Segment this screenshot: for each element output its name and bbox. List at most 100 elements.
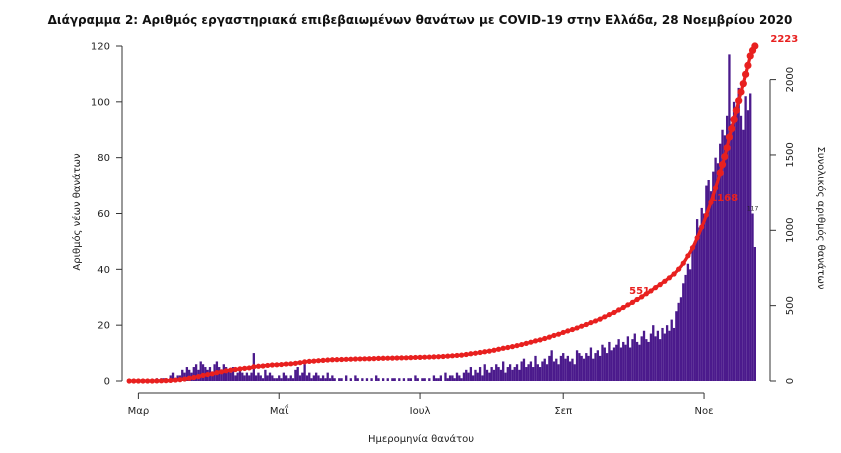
bar	[504, 372, 507, 382]
cumulative-point	[135, 378, 141, 384]
cumulative-point	[265, 362, 271, 369]
bar	[538, 367, 542, 381]
bar	[647, 341, 650, 381]
bar	[317, 375, 320, 381]
y-tick-right-label: 0	[785, 378, 796, 384]
cumulative-point	[739, 80, 747, 88]
bar	[677, 302, 680, 381]
cumulative-point	[565, 328, 571, 334]
cumulative-point	[556, 331, 562, 337]
cumulative-point	[163, 378, 169, 384]
bar	[370, 378, 373, 381]
bar	[693, 241, 696, 381]
cumulative-point	[509, 344, 516, 350]
bar	[365, 378, 369, 381]
bar	[615, 344, 618, 381]
cumulative-point	[186, 375, 192, 381]
bar	[508, 364, 512, 381]
bar	[234, 375, 237, 381]
bar	[642, 330, 646, 381]
bar	[714, 157, 717, 381]
bar	[321, 375, 325, 381]
cumulative-point	[200, 372, 206, 378]
bar	[515, 364, 519, 381]
bar	[181, 369, 184, 381]
cumulative-point	[158, 378, 165, 384]
bar	[326, 372, 329, 382]
bar	[194, 364, 198, 381]
cumulative-layer: 551 1168 2223	[126, 34, 798, 384]
bar	[340, 378, 343, 381]
cumulative-point	[338, 356, 345, 363]
cumulative-point	[592, 318, 599, 324]
bar	[264, 369, 267, 381]
x-tick-label: Νοε	[695, 406, 714, 417]
cumulative-point	[140, 378, 146, 384]
bar	[686, 263, 690, 381]
cumulative-point	[389, 355, 395, 361]
cumulative-point	[542, 335, 548, 342]
cumulative-annotation: 1168	[710, 193, 738, 204]
cumulative-point	[348, 356, 354, 362]
bar	[448, 375, 452, 381]
bar	[668, 330, 671, 381]
bar	[298, 375, 302, 381]
cumulative-point	[551, 332, 557, 339]
bar	[319, 378, 322, 381]
bar	[656, 330, 660, 381]
bar	[490, 367, 493, 381]
cumulative-point	[288, 361, 294, 367]
cumulative-point	[597, 316, 603, 322]
cumulative-point	[730, 115, 738, 123]
bar	[689, 269, 692, 381]
bar	[254, 375, 258, 381]
bar	[211, 372, 214, 382]
bar	[238, 369, 242, 381]
bar	[753, 247, 756, 381]
cumulative-annotation: 2223	[770, 34, 798, 45]
bar	[416, 378, 419, 381]
bar-peak-label: 117	[747, 206, 759, 213]
bar	[654, 336, 657, 381]
bar	[472, 375, 475, 381]
bar	[241, 372, 244, 382]
bar	[749, 93, 752, 382]
bar	[268, 372, 272, 382]
bar	[585, 353, 588, 381]
bar	[308, 372, 311, 382]
y-tick-left-label: 60	[97, 209, 110, 220]
cumulative-point	[713, 185, 719, 191]
bar	[488, 372, 491, 382]
bar	[465, 369, 468, 381]
cumulative-point	[422, 354, 428, 360]
bar	[608, 341, 611, 381]
bar	[631, 339, 634, 382]
cumulative-point	[560, 329, 566, 336]
bar	[522, 358, 526, 381]
bar	[497, 367, 500, 381]
cumulative-point	[255, 363, 262, 369]
cumulative-point	[435, 354, 442, 360]
cumulative-point	[514, 342, 520, 349]
cumulative-point	[242, 365, 248, 371]
bar	[231, 367, 235, 381]
bar	[617, 339, 620, 382]
bar	[682, 283, 685, 381]
cumulative-point	[728, 125, 736, 133]
bar	[407, 378, 410, 381]
cumulative-point	[574, 325, 580, 331]
bar	[444, 372, 447, 382]
bar	[338, 378, 341, 381]
y-tick-right-label: 1500	[785, 142, 796, 167]
cumulative-point	[366, 356, 372, 362]
cumulative-point	[463, 351, 469, 358]
cumulative-point	[689, 245, 696, 251]
bar	[735, 107, 738, 382]
bar	[719, 143, 722, 381]
bar	[280, 378, 283, 381]
bar	[474, 369, 477, 381]
bar	[578, 353, 581, 381]
cumulative-point	[440, 353, 446, 360]
bar	[705, 185, 708, 381]
